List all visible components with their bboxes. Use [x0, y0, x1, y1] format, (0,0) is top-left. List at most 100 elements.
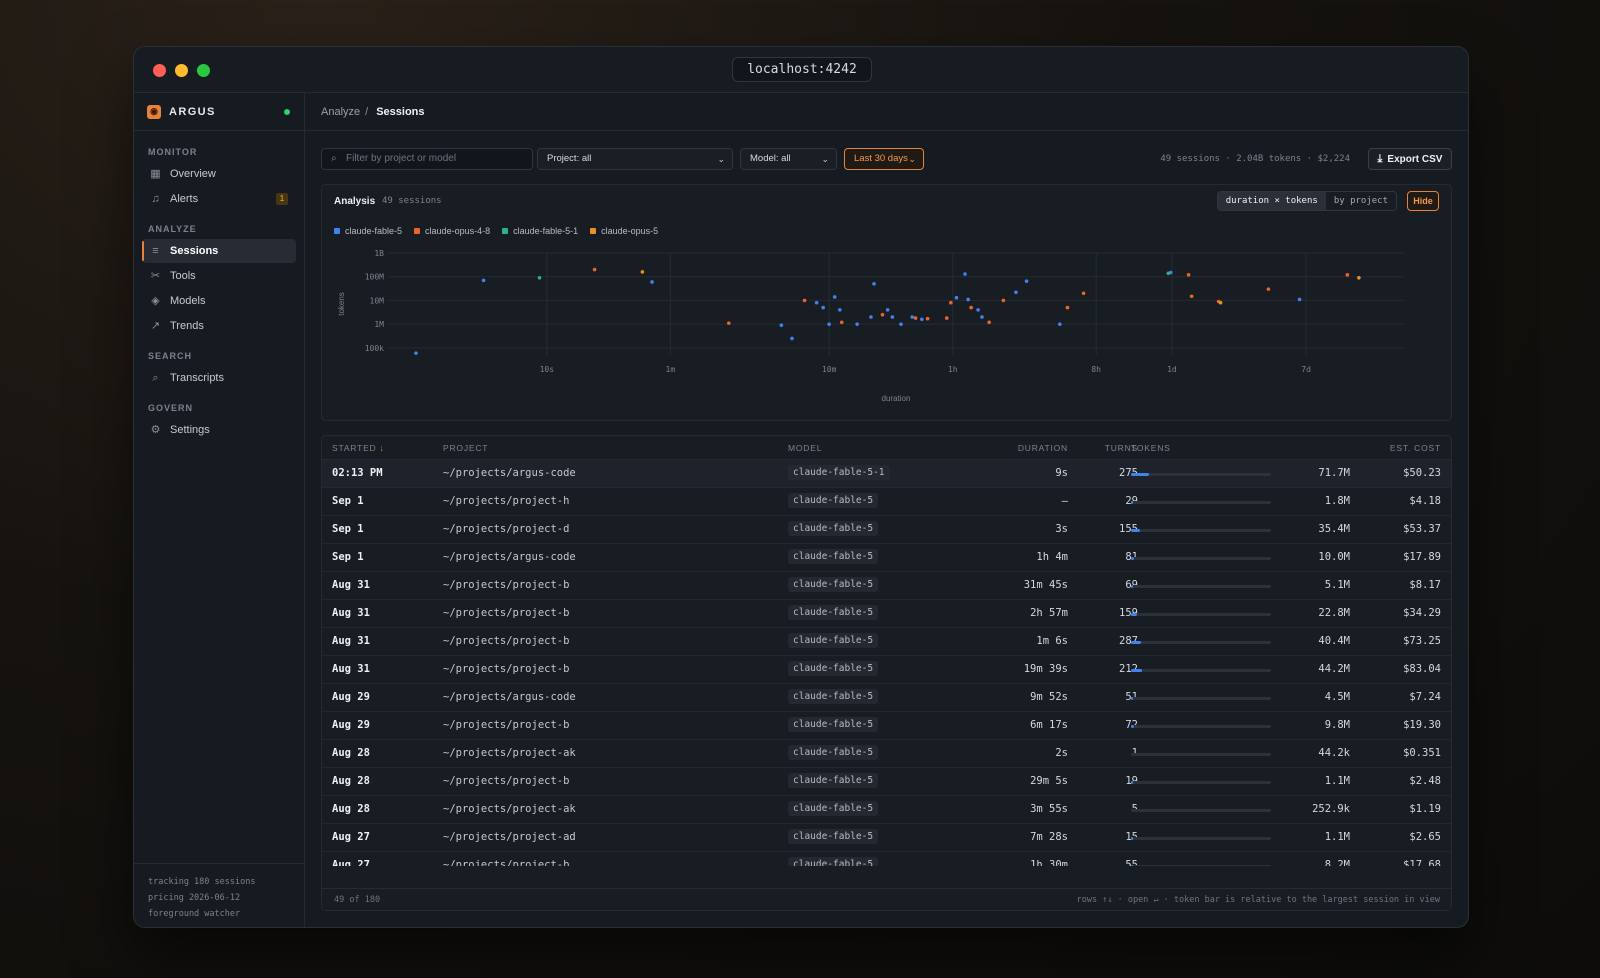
token-share-fill	[1131, 585, 1133, 588]
filter-input[interactable]: ⌕ Filter by project or model	[321, 148, 533, 170]
cost-cell: $1.19	[1409, 803, 1441, 815]
header-model[interactable]: MODEL	[788, 443, 823, 453]
sort-desc-icon: ↓	[379, 443, 385, 453]
header-tokens[interactable]: TOKENS	[1131, 443, 1171, 453]
breadcrumb-analyze[interactable]: Analyze	[321, 105, 361, 118]
duration-cell: 31m 45s	[1023, 579, 1068, 591]
analysis-title: Analysis	[334, 196, 376, 207]
browser-window: localhost:4242 ◉ ARGUS MONITOR ▦ Overview ♫…	[133, 46, 1469, 928]
cost-cell: $73.25	[1403, 635, 1441, 647]
scatter-point	[1266, 287, 1271, 291]
sidebar-item-settings[interactable]: ⚙ Settings	[142, 418, 296, 442]
cost-cell: $50.23	[1403, 467, 1441, 479]
minimize-window-button[interactable]	[175, 64, 188, 77]
table-row[interactable]: Aug 28 ~/projects/project-ak claude-fable-…	[322, 740, 1451, 768]
scatter-point	[920, 317, 924, 322]
started-cell: Aug 29	[332, 719, 370, 731]
date-range-select[interactable]: Last 30 days ⌄	[844, 148, 924, 170]
scatter-point	[899, 322, 903, 326]
project-select[interactable]: Project: all ⌄	[537, 148, 733, 170]
scatter-point	[954, 295, 959, 300]
bell-icon: ♫	[151, 192, 160, 205]
sessions-summary: 49 sessions · 2.04B tokens · $2,224	[1160, 154, 1350, 164]
started-cell: Aug 28	[332, 747, 370, 759]
list-icon: ≡	[152, 244, 159, 257]
scatter-point	[1297, 297, 1302, 302]
chevron-down-icon: ⌄	[908, 154, 916, 164]
legend-swatch	[590, 228, 597, 234]
scatter-point	[949, 300, 953, 305]
scatter-point	[1024, 279, 1029, 283]
table-row[interactable]: Aug 31 ~/projects/project-b claude-fable-5…	[322, 656, 1451, 684]
header-turns[interactable]: TURNS	[1104, 443, 1138, 453]
legend-item-claude-fable-5-1[interactable]: claude-fable-5-1	[502, 226, 578, 236]
token-share-fill	[1131, 641, 1142, 644]
scatter-point	[976, 308, 980, 312]
legend-item-claude-fable-5[interactable]: claude-fable-5	[334, 226, 402, 236]
token-share-bar	[1131, 809, 1271, 812]
toggle-duration-tokens[interactable]: duration × tokens	[1217, 192, 1326, 210]
token-share-fill	[1131, 473, 1150, 476]
legend-swatch	[334, 228, 340, 234]
legend-label: claude-fable-5-1	[513, 226, 579, 236]
maximize-window-button[interactable]	[197, 64, 210, 77]
header-est-cost[interactable]: EST. COST	[1389, 443, 1441, 453]
y-axis-label: tokens	[337, 292, 346, 316]
token-share-bar	[1131, 473, 1271, 476]
project-cell: ~/projects/project-ak	[443, 803, 576, 815]
token-share-bar	[1131, 641, 1271, 644]
table-row[interactable]: Aug 31 ~/projects/project-b claude-fable-5…	[322, 572, 1451, 600]
table-row[interactable]: Aug 31 ~/projects/project-b claude-fable-5…	[322, 628, 1451, 656]
model-select[interactable]: Model: all ⌄	[740, 148, 837, 170]
header-started[interactable]: STARTED ↓	[332, 443, 385, 453]
hide-chart-button[interactable]: Hide	[1407, 191, 1439, 211]
sidebar-item-sessions[interactable]: ≡ Sessions	[142, 239, 296, 263]
project-cell: ~/projects/project-ad	[443, 831, 576, 843]
table-row[interactable]: Sep 1 ~/projects/project-h claude-fable-5 —…	[322, 488, 1451, 516]
sidebar-item-tools[interactable]: ✂ Tools	[142, 264, 296, 288]
sidebar-item-models[interactable]: ◈ Models	[142, 289, 296, 313]
legend-item-claude-opus-4-8[interactable]: claude-opus-4-8	[414, 226, 490, 236]
model-badge: claude-fable-5	[788, 549, 879, 564]
header-project[interactable]: PROJECT	[443, 443, 489, 453]
sidebar-section-monitor: MONITOR	[148, 147, 198, 157]
scatter-point	[880, 312, 885, 317]
table-row[interactable]: Aug 31 ~/projects/project-b claude-fable-5…	[322, 600, 1451, 628]
y-tick-label: 10M	[370, 296, 385, 305]
tokens-cell: 9.8M	[1324, 719, 1350, 731]
table-row[interactable]: Aug 29 ~/projects/argus-code claude-fable-…	[322, 684, 1451, 712]
scatter-point	[650, 280, 654, 284]
sidebar-item-trends[interactable]: ↗ Trends	[142, 314, 296, 338]
project-cell: ~/projects/project-b	[443, 635, 570, 647]
toggle-by-project[interactable]: by project	[1333, 196, 1388, 206]
project-cell: ~/projects/project-b	[443, 607, 570, 619]
export-csv-button[interactable]: ⤓ Export CSV	[1368, 148, 1452, 170]
table-row[interactable]: Aug 28 ~/projects/project-b claude-fable-5…	[322, 768, 1451, 796]
table-row[interactable]: Aug 29 ~/projects/project-b claude-fable-5…	[322, 712, 1451, 740]
y-tick-label: 100M	[365, 273, 384, 282]
sidebar-item-transcripts[interactable]: ⌕ Transcripts	[142, 366, 296, 390]
sidebar-item-overview[interactable]: ▦ Overview	[142, 162, 296, 186]
table-row[interactable]: Aug 28 ~/projects/project-ak claude-fable-…	[322, 796, 1451, 824]
table-row[interactable]: Sep 1 ~/projects/argus-code claude-fable-5…	[322, 544, 1451, 572]
model-badge: claude-fable-5	[788, 521, 879, 536]
header-duration[interactable]: DURATION	[1017, 443, 1068, 453]
table-row[interactable]: Sep 1 ~/projects/project-d claude-fable-5 3…	[322, 516, 1451, 544]
sidebar-item-alerts[interactable]: ♫ Alerts 1	[142, 187, 296, 211]
project-cell: ~/projects/project-ak	[443, 747, 576, 759]
sidebar-item-label: Alerts	[170, 193, 199, 205]
tokens-cell: 1.1M	[1324, 831, 1350, 843]
legend-item-claude-opus-5[interactable]: claude-opus-5	[590, 226, 658, 236]
close-window-button[interactable]	[153, 64, 166, 77]
breadcrumb: Analyze / Sessions	[305, 93, 1468, 131]
scatter-point	[838, 308, 842, 312]
trend-icon: ↗	[150, 319, 161, 332]
started-cell: Sep 1	[332, 495, 364, 507]
address-bar[interactable]: localhost:4242	[732, 57, 872, 82]
table-row[interactable]: Aug 27 ~/projects/project-ad claude-fable-…	[322, 824, 1451, 852]
token-share-fill	[1131, 557, 1134, 560]
x-tick-label: 10m	[822, 365, 837, 374]
table-row[interactable]: 02:13 PM ~/projects/argus-code claude-fabl…	[322, 460, 1451, 488]
model-badge: claude-fable-5	[788, 661, 879, 676]
table-row[interactable]: Aug 27 ~/projects/project-b claude-fable-5…	[322, 852, 1451, 866]
